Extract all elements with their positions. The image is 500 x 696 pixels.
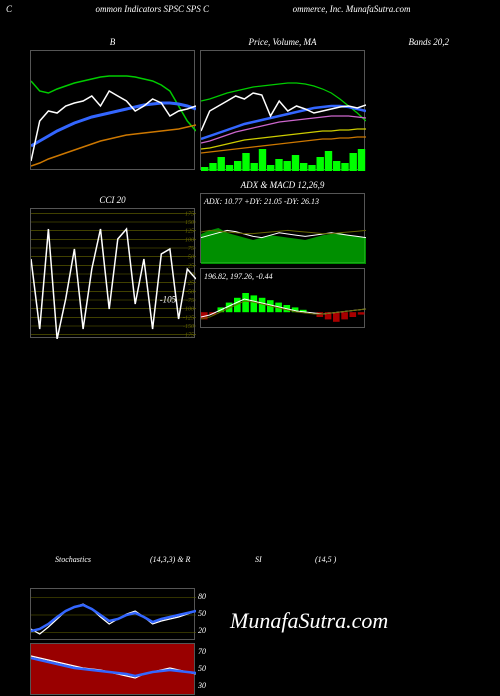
svg-text:-75: -75 xyxy=(186,298,194,304)
rsi-tick: 30 xyxy=(198,681,206,690)
panel-bollinger: B xyxy=(30,50,195,170)
svg-text:-25: -25 xyxy=(186,281,194,287)
svg-text:125: 125 xyxy=(185,229,194,235)
page-header: C ommon Indicators SPSC SPS C ommerce, I… xyxy=(0,0,500,18)
panel-price-title: Price, Volume, MA xyxy=(201,37,364,47)
svg-text:196.82, 197.26, -0.44: 196.82, 197.26, -0.44 xyxy=(204,272,273,281)
svg-text:-150: -150 xyxy=(183,324,194,330)
rsi-tick: 70 xyxy=(198,647,206,656)
svg-text:25: 25 xyxy=(188,263,194,269)
panel-stochastics xyxy=(30,588,195,640)
svg-text:50: 50 xyxy=(188,255,194,261)
header-center-left: ommon Indicators SPSC SPS C xyxy=(96,4,210,18)
svg-text:-125: -125 xyxy=(183,315,194,321)
panel-rsi xyxy=(30,643,195,695)
svg-text:175: 175 xyxy=(185,211,194,217)
panel-cci: 1751501251007550250-25-50-75-100-125-150… xyxy=(30,208,195,338)
rsi-tick: 50 xyxy=(198,664,206,673)
panel-bollinger-title: B xyxy=(31,37,194,47)
panel-macd: 196.82, 197.26, -0.44 xyxy=(200,268,365,328)
bands-label: Bands 20,2 xyxy=(409,37,450,47)
svg-text:100: 100 xyxy=(185,237,194,243)
chart-canvas: BPrice, Volume, MABands 20,2175150125100… xyxy=(0,18,500,680)
panel-price: Price, Volume, MABands 20,2 xyxy=(200,50,365,170)
panel-adx: ADX: 10.77 +DY: 21.05 -DY: 26.13ADX & MA… xyxy=(200,193,365,263)
svg-text:-175: -175 xyxy=(183,333,194,339)
label-rsi-params: (14,5 ) xyxy=(315,555,336,564)
svg-text:ADX: 10.77 +DY: 21.05 -DY: 26.: ADX: 10.77 +DY: 21.05 -DY: 26.13 xyxy=(203,197,319,206)
panel-cci-title: CCI 20 xyxy=(31,195,194,205)
stoch-tick: 80 xyxy=(198,592,206,601)
panel-adx-title: ADX & MACD 12,26,9 xyxy=(201,180,364,190)
label-rsi: SI xyxy=(255,555,262,564)
stoch-tick: 50 xyxy=(198,609,206,618)
svg-text:150: 150 xyxy=(185,220,194,226)
watermark: MunafaSutra.com xyxy=(230,608,388,634)
label-stochastics: Stochastics xyxy=(55,555,91,564)
header-left: C xyxy=(6,4,12,18)
svg-text:-50: -50 xyxy=(186,289,194,295)
header-center-right: ommerce, Inc. MunafaSutra.com xyxy=(293,4,411,18)
svg-text:-100: -100 xyxy=(183,307,194,313)
stoch-tick: 20 xyxy=(198,626,206,635)
svg-text:-105: -105 xyxy=(160,295,177,305)
svg-text:75: 75 xyxy=(188,246,194,252)
label-stoch-params: (14,3,3) & R xyxy=(150,555,190,564)
